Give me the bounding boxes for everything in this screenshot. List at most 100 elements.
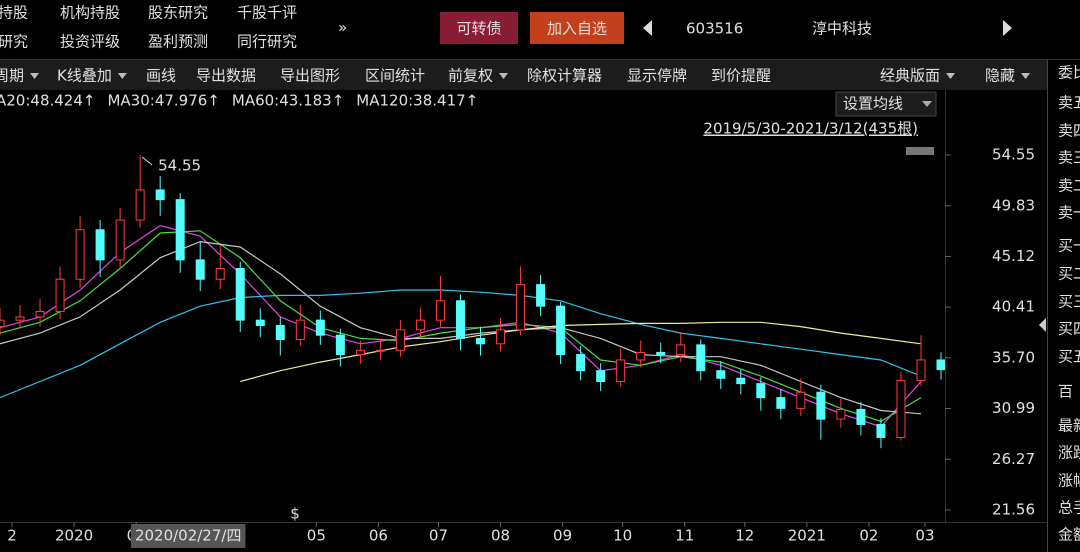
side-label: 涨跌 [1058, 444, 1080, 462]
x-tick-label: 2 [7, 527, 17, 545]
ma-line [0, 289, 922, 399]
toolbar-item[interactable]: 到价提醒 [711, 67, 771, 85]
button-bg[interactable] [440, 12, 518, 44]
candle-body [255, 319, 265, 327]
side-label: 买四 [1058, 320, 1080, 338]
header-link[interactable]: 投资评级 [60, 33, 120, 51]
candle-body [796, 391, 806, 409]
candle-body [435, 300, 445, 321]
dropdown-icon [922, 101, 932, 107]
x-tick-label: 11 [675, 527, 694, 545]
toolbar-item[interactable]: 导出数据 [196, 67, 256, 85]
collapse-icon[interactable] [1039, 318, 1046, 332]
ma-button-bg[interactable] [835, 91, 937, 117]
side-label: 卖二 [1058, 177, 1080, 195]
max-label: 54.55 [158, 156, 201, 174]
candle-body [896, 379, 906, 438]
cursor-date-label: 2020/02/27/四 [135, 527, 242, 545]
prev-icon[interactable] [643, 20, 652, 36]
button-bg[interactable] [530, 12, 624, 44]
event-marker: $ [290, 505, 300, 523]
candle-body [656, 351, 666, 356]
decoration [906, 147, 934, 155]
toolbar-item[interactable]: 隐藏 [985, 67, 1015, 85]
candle-body [816, 391, 826, 420]
candle-body [936, 359, 945, 371]
y-tick-label: 40.41 [992, 298, 1035, 316]
side-label: 卖三 [1058, 149, 1080, 167]
dropdown-icon [499, 73, 509, 79]
toolbar-bg [0, 60, 1048, 90]
candle-body [175, 199, 185, 261]
side-label: 卖五 [1058, 94, 1080, 112]
side-label: 买五 [1058, 348, 1080, 366]
toolbar-item[interactable]: 经典版面 [880, 67, 940, 85]
side-label: 卖四 [1058, 122, 1080, 140]
dropdown-icon [1021, 73, 1031, 79]
candle-body [576, 354, 586, 372]
toolbar-item[interactable]: 周期 [0, 67, 24, 85]
candle-body [135, 189, 145, 221]
candle-body [115, 219, 125, 261]
header-button[interactable]: 可转债 [456, 20, 501, 38]
candle-body [516, 284, 526, 331]
candle-body [776, 397, 786, 409]
x-tick-label: 2021 [788, 527, 826, 545]
ma-line [240, 321, 922, 383]
toolbar-item[interactable]: 显示停牌 [627, 67, 687, 85]
side-label: 卖一 [1058, 204, 1080, 222]
candle-body [275, 325, 285, 341]
x-tick-label: 10 [613, 527, 632, 545]
header-link[interactable]: 千股千评 [237, 4, 297, 22]
side-label: 金额 [1058, 526, 1080, 544]
range-label: 2019/5/30-2021/3/12(435根) [703, 120, 918, 138]
header-link[interactable]: 盈利预测 [148, 33, 208, 51]
candle-body [676, 344, 686, 356]
toolbar-item[interactable]: 画线 [146, 67, 176, 85]
y-tick-label: 35.70 [992, 348, 1035, 366]
toolbar-item[interactable]: 除权计算器 [527, 67, 602, 85]
candle-body [295, 319, 305, 341]
dropdown-icon [30, 73, 40, 79]
side-label: 百 [1058, 383, 1073, 401]
x-tick-label: 06 [369, 527, 388, 545]
candle-body [836, 408, 846, 420]
dropdown-icon [117, 73, 127, 79]
y-tick-label: 30.99 [992, 399, 1035, 417]
header-link[interactable]: 机构持股 [60, 4, 120, 22]
x-tick-label: 07 [429, 527, 448, 545]
next-icon[interactable] [1003, 20, 1012, 36]
candle-body [636, 351, 646, 361]
y-tick-label: 54.55 [992, 145, 1035, 163]
header-link[interactable]: 研究 [0, 33, 28, 51]
candle-body [916, 359, 926, 381]
legend-entry: MA30:47.976↑ [107, 92, 219, 110]
x-tick-label: 03 [915, 527, 934, 545]
candle-body [876, 424, 886, 438]
header-button[interactable]: 加入自选 [547, 20, 607, 38]
side-label: 委比 [1058, 64, 1080, 82]
candle-body [0, 319, 5, 328]
header-link[interactable]: 股东研究 [148, 4, 208, 22]
candle-body [455, 300, 465, 339]
toolbar-item[interactable]: 前复权 [448, 67, 493, 85]
toolbar-item[interactable]: K线叠加 [57, 67, 112, 85]
y-tick-label: 45.12 [992, 247, 1035, 265]
side-label: 涨幅 [1058, 472, 1080, 490]
candle-body [215, 267, 225, 280]
candle-body [856, 408, 866, 426]
candle-body [75, 229, 85, 280]
header-link[interactable]: 同行研究 [237, 33, 297, 51]
toolbar-item[interactable]: 区间统计 [365, 67, 425, 85]
candle-body [476, 337, 486, 345]
toolbar-item[interactable]: 导出图形 [280, 67, 340, 85]
legend-entry: MA120:38.417↑ [356, 92, 478, 110]
header-link[interactable]: 持股 [0, 4, 28, 22]
side-label: 买一 [1058, 237, 1080, 255]
y-tick-label: 21.56 [992, 500, 1035, 518]
stock-code: 603516 [686, 20, 743, 38]
more-link[interactable]: » [338, 19, 347, 37]
ma-button[interactable]: 设置均线 [843, 95, 903, 113]
candle-body [616, 359, 626, 382]
